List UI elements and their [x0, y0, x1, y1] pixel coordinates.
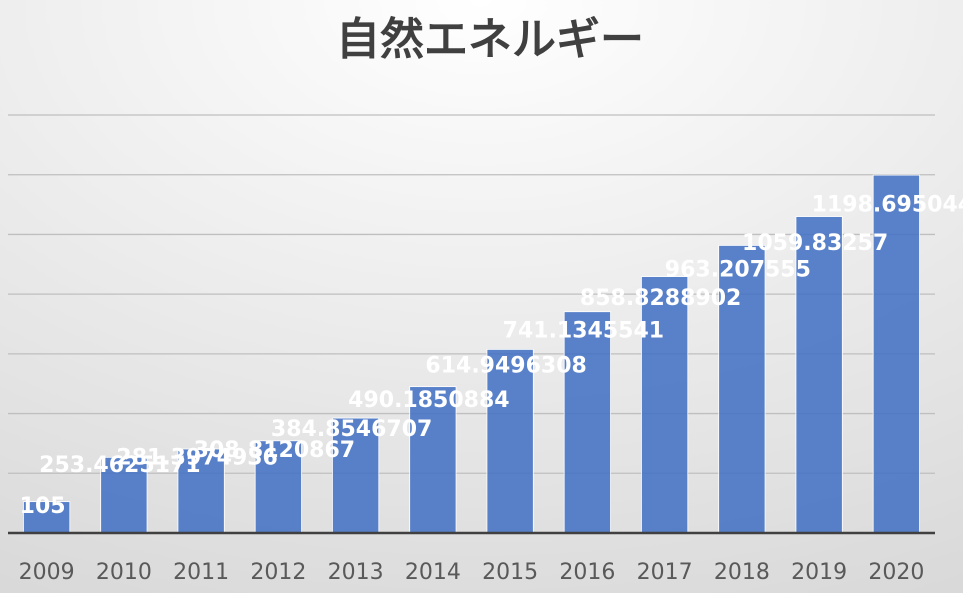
bar [641, 276, 689, 534]
x-tick-label: 2010 [96, 560, 152, 585]
bar [177, 448, 225, 534]
bar [409, 386, 457, 534]
bar [254, 440, 302, 534]
data-label: 281.3974936 [116, 445, 277, 470]
bar [563, 311, 611, 534]
x-tick-label: 2012 [250, 560, 306, 585]
bar [486, 348, 534, 534]
data-label: 963.207555 [665, 257, 811, 282]
bar [23, 501, 71, 534]
data-label: 308.8120867 [194, 438, 355, 463]
x-tick-label: 2018 [714, 560, 770, 585]
x-tick-label: 2014 [405, 560, 461, 585]
data-label: 741.1345541 [503, 319, 664, 344]
x-tick-label: 2013 [328, 560, 384, 585]
data-label: 1198.695044 [812, 193, 963, 218]
data-label: 105 [20, 494, 66, 519]
bar [100, 456, 148, 534]
x-tick-label: 2015 [482, 560, 538, 585]
x-tick-label: 2019 [791, 560, 847, 585]
bar [332, 417, 380, 534]
x-tick-label: 2020 [868, 560, 924, 585]
x-tick-label: 2016 [559, 560, 615, 585]
data-label: 384.8546707 [271, 417, 432, 442]
bar [718, 245, 766, 534]
data-label: 1059.83257 [742, 231, 888, 256]
chart-title: 自然エネルギー [336, 14, 644, 65]
data-label: 614.9496308 [425, 353, 586, 378]
x-tick-label: 2009 [19, 560, 75, 585]
bar [795, 216, 843, 534]
bar [872, 174, 920, 534]
data-label: 858.8288902 [580, 286, 741, 311]
data-label: 490.1850884 [348, 388, 509, 413]
x-tick-label: 2011 [173, 560, 229, 585]
x-tick-label: 2017 [637, 560, 693, 585]
data-label: 253.4625171 [39, 453, 200, 478]
